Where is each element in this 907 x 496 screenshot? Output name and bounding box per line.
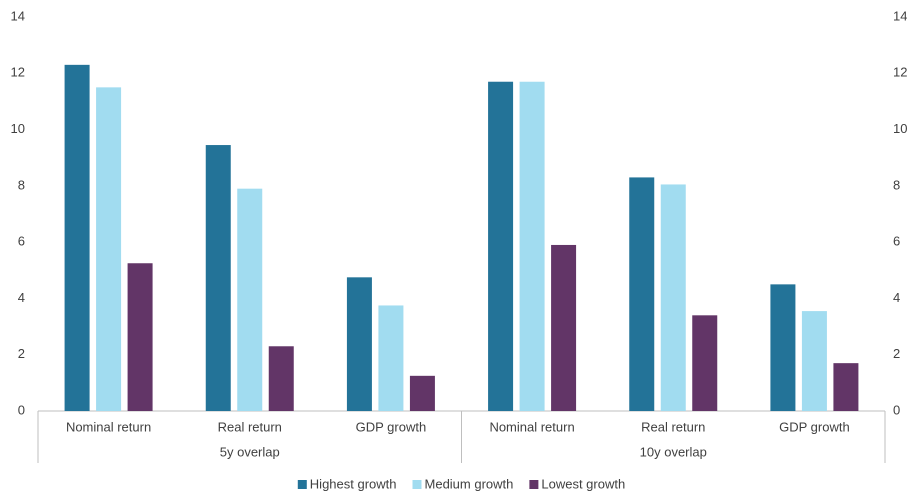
legend-item: Highest growth bbox=[297, 476, 397, 491]
y-tick-label: 2 bbox=[18, 346, 25, 361]
bar bbox=[378, 305, 404, 411]
bar bbox=[409, 375, 435, 411]
legend: Highest growth Medium growth Lowest growth bbox=[297, 476, 625, 491]
legend-swatch bbox=[529, 480, 539, 489]
y2-tick-label: 8 bbox=[893, 177, 900, 192]
legend-item: Medium growth bbox=[412, 476, 514, 491]
bar bbox=[96, 87, 122, 411]
bar bbox=[660, 184, 686, 411]
y2-tick-label: 6 bbox=[893, 234, 900, 249]
legend-label: Lowest growth bbox=[541, 476, 625, 491]
bar bbox=[346, 277, 372, 411]
bar bbox=[268, 346, 294, 411]
y-tick-label: 8 bbox=[18, 177, 25, 192]
y2-tick-label: 2 bbox=[893, 346, 900, 361]
legend-swatch bbox=[412, 480, 422, 489]
y2-tick-label: 4 bbox=[893, 290, 900, 305]
x-tick-label: Nominal return bbox=[66, 419, 151, 434]
legend-swatch bbox=[297, 480, 307, 489]
x-tick-label: GDP growth bbox=[779, 419, 850, 434]
y2-tick-label: 10 bbox=[893, 121, 907, 136]
bar bbox=[237, 188, 263, 411]
bar bbox=[801, 311, 827, 411]
y2-tick-label: 14 bbox=[893, 8, 907, 23]
bar bbox=[629, 177, 655, 411]
legend-label: Medium growth bbox=[425, 476, 514, 491]
bar bbox=[833, 363, 859, 411]
bar bbox=[205, 145, 231, 412]
bar bbox=[770, 284, 796, 411]
x-tick-label: Nominal return bbox=[489, 419, 574, 434]
y-tick-label: 4 bbox=[18, 290, 25, 305]
legend-label: Highest growth bbox=[310, 476, 397, 491]
bar bbox=[519, 81, 545, 411]
y2-tick-label: 0 bbox=[893, 402, 900, 417]
group-label: 10y overlap bbox=[640, 444, 707, 459]
bar bbox=[64, 64, 90, 411]
x-tick-label: Real return bbox=[218, 419, 282, 434]
y-tick-label: 10 bbox=[11, 121, 25, 136]
y-tick-label: 0 bbox=[18, 402, 25, 417]
bar bbox=[127, 263, 153, 411]
legend-item: Lowest growth bbox=[529, 476, 625, 491]
y2-tick-label: 12 bbox=[893, 65, 907, 80]
y-tick-label: 14 bbox=[11, 8, 25, 23]
bar bbox=[692, 315, 718, 411]
bar bbox=[551, 244, 577, 411]
group-label: 5y overlap bbox=[220, 444, 280, 459]
y-tick-label: 12 bbox=[11, 65, 25, 80]
bar bbox=[488, 81, 514, 411]
x-tick-label: Real return bbox=[641, 419, 705, 434]
x-tick-label: GDP growth bbox=[356, 419, 427, 434]
y-tick-label: 6 bbox=[18, 234, 25, 249]
